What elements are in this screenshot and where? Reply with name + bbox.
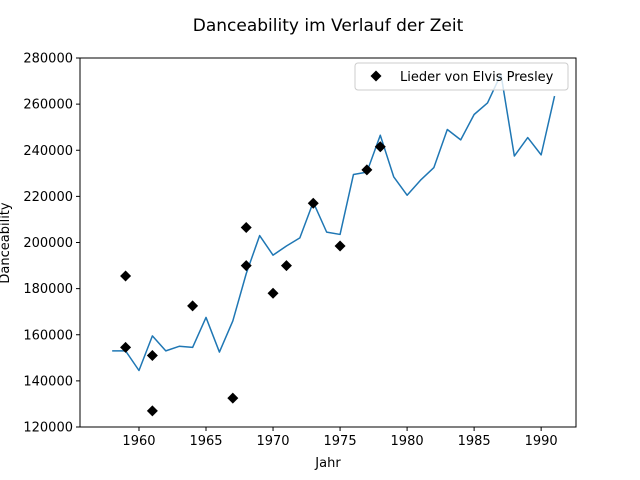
chart-title: Danceability im Verlauf der Zeit: [193, 16, 464, 36]
y-tick-label: 220000: [23, 190, 73, 205]
axes-frame: [79, 57, 577, 428]
x-tick-label: 1970: [256, 434, 289, 449]
data-point-diamond: [307, 197, 319, 209]
x-axis-label: Jahr: [314, 456, 341, 471]
y-axis-label: Danceability: [0, 202, 13, 284]
data-point-diamond: [146, 405, 158, 417]
legend: Lieder von Elvis Presley: [354, 62, 569, 91]
y-tick-label: 200000: [23, 236, 73, 251]
y-tick-label: 240000: [23, 144, 73, 159]
data-point-diamond: [240, 222, 252, 234]
x-tick-label: 1985: [458, 434, 491, 449]
x-tick-label: 1990: [525, 434, 558, 449]
data-point-diamond: [120, 341, 132, 353]
data-point-diamond: [227, 392, 239, 404]
data-point-diamond: [361, 164, 373, 176]
series-line: [112, 73, 556, 372]
legend-frame: [354, 62, 569, 91]
y-tick-label: 280000: [23, 52, 73, 67]
y-tick-label: 160000: [23, 328, 73, 343]
x-tick-label: 1965: [189, 434, 222, 449]
data-point-diamond: [374, 141, 386, 153]
data-point-diamond: [240, 260, 252, 272]
x-axis-ticks: 1960 1965 1970 1975 1980 1985 1990: [122, 427, 558, 449]
data-point-diamond: [280, 260, 292, 272]
x-tick-label: 1960: [122, 434, 155, 449]
data-point-diamond: [120, 270, 132, 282]
data-point-diamond: [267, 287, 279, 299]
plot-area: [79, 57, 577, 428]
x-tick-label: 1975: [324, 434, 357, 449]
y-tick-label: 180000: [23, 282, 73, 297]
legend-label: Lieder von Elvis Presley: [400, 70, 554, 85]
data-point-diamond: [187, 300, 199, 312]
data-point-diamond: [146, 350, 158, 362]
y-tick-label: 140000: [23, 374, 73, 389]
data-point-diamond: [334, 240, 346, 252]
y-axis-ticks: 120000 140000 160000 180000 200000 220000 2400…: [23, 52, 80, 436]
y-tick-label: 120000: [23, 421, 73, 436]
x-tick-label: 1980: [391, 434, 424, 449]
y-tick-label: 260000: [23, 98, 73, 113]
legend-marker-diamond: [370, 70, 382, 82]
